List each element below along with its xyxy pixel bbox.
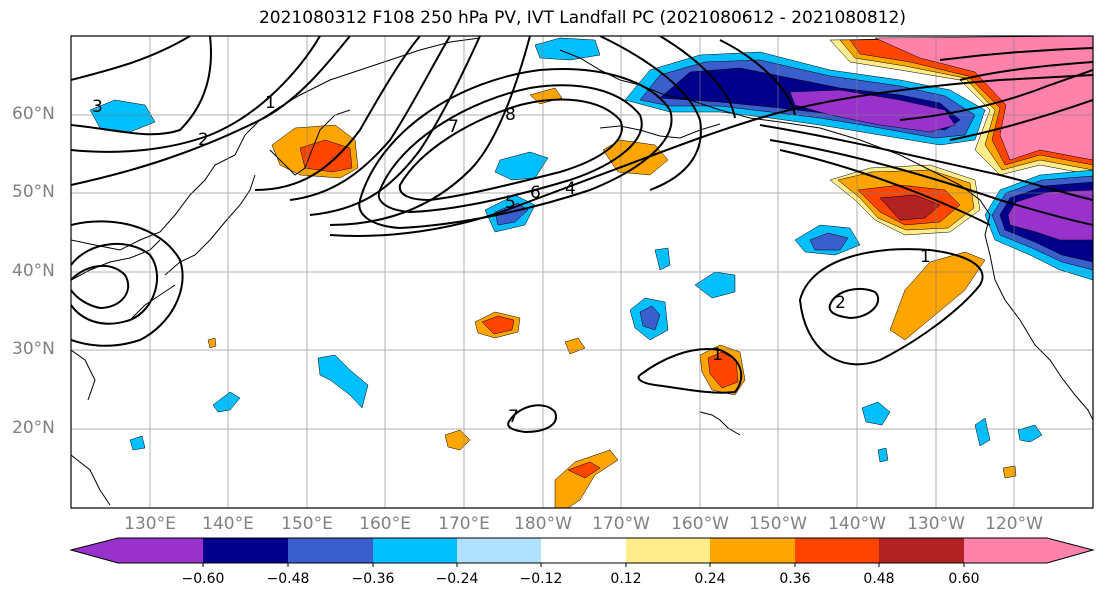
- contour-label: 6: [530, 183, 541, 203]
- contour-label: 2: [198, 130, 209, 150]
- contour-label: 2: [835, 293, 846, 313]
- lon-label: 170°W: [592, 514, 650, 534]
- lon-label: 160°E: [359, 514, 411, 534]
- pv-contour-1-west: [71, 36, 351, 186]
- coast-alaska: [559, 49, 1093, 421]
- colorbar-tick-label: −0.60: [181, 571, 225, 587]
- lon-label: 120°W: [985, 514, 1043, 534]
- colorbar-tick-label: 0.48: [863, 571, 895, 587]
- pv-contours: [71, 36, 1093, 434]
- lon-label: 140°W: [828, 514, 886, 534]
- contour-labels: 1 2 3 4 5 6 7 8 1 2 7 1: [92, 93, 931, 427]
- pv-low-west: [71, 242, 159, 325]
- pv-ring-inner: [398, 98, 623, 202]
- lon-label: 160°W: [671, 514, 729, 534]
- contour-label: 4: [565, 179, 576, 199]
- lat-label-30n: 30°N: [12, 339, 55, 359]
- colorbar-tick-label: 0.12: [610, 571, 642, 587]
- contour-label: 5: [505, 193, 516, 213]
- map-frame: [70, 35, 1094, 509]
- colorbar-tick-label: 0.60: [948, 571, 980, 587]
- lon-label: 170°E: [438, 514, 490, 534]
- coast-kamchatka: [269, 109, 351, 176]
- lon-label: 130°W: [907, 514, 965, 534]
- coast-hawaii: [699, 411, 741, 436]
- contour-label: 7: [508, 407, 519, 427]
- pv-loop-east: [798, 248, 984, 366]
- map-title: 2021080312 F108 250 hPa PV, IVT Landfall…: [258, 8, 906, 28]
- colorbar: [69, 537, 1095, 567]
- contour-label: 8: [505, 105, 516, 125]
- contour-label: 1: [712, 345, 723, 365]
- pv-loop-hawaii: [637, 348, 743, 394]
- lon-label: 180°W: [514, 514, 572, 534]
- lon-label: 150°W: [749, 514, 807, 534]
- lat-label-20n: 20°N: [12, 418, 55, 438]
- colorbar-tick-label: 0.24: [694, 571, 726, 587]
- pv-ring-outer: [329, 74, 1093, 237]
- colorbar-extend-right: [1047, 538, 1093, 563]
- lat-label-50n: 50°N: [12, 182, 55, 202]
- pv-loop-south: [507, 404, 557, 434]
- colorbar-tick-label: −0.36: [351, 571, 395, 587]
- contour-label: 1: [265, 93, 276, 113]
- lat-label-60n: 60°N: [12, 104, 55, 124]
- shade-orange-california: [889, 251, 986, 341]
- contour-label: 3: [92, 97, 103, 117]
- graticule: [71, 36, 1093, 508]
- pc-shading: [89, 36, 1093, 508]
- lon-label: 130°E: [124, 514, 176, 534]
- contour-label: 7: [448, 117, 459, 137]
- shade-orange-aleutian: [602, 139, 669, 176]
- colorbar-extend-left: [71, 538, 118, 563]
- colorbar-tick-label: 0.36: [779, 571, 811, 587]
- lat-label-40n: 40°N: [12, 261, 55, 281]
- colorbar-tick-label: −0.24: [435, 571, 479, 587]
- lon-label: 140°E: [202, 514, 254, 534]
- colorbar-tick-label: −0.48: [266, 571, 310, 587]
- colorbar-tick-label: −0.12: [519, 571, 563, 587]
- lon-label: 150°E: [281, 514, 333, 534]
- contour-label: 1: [920, 247, 931, 267]
